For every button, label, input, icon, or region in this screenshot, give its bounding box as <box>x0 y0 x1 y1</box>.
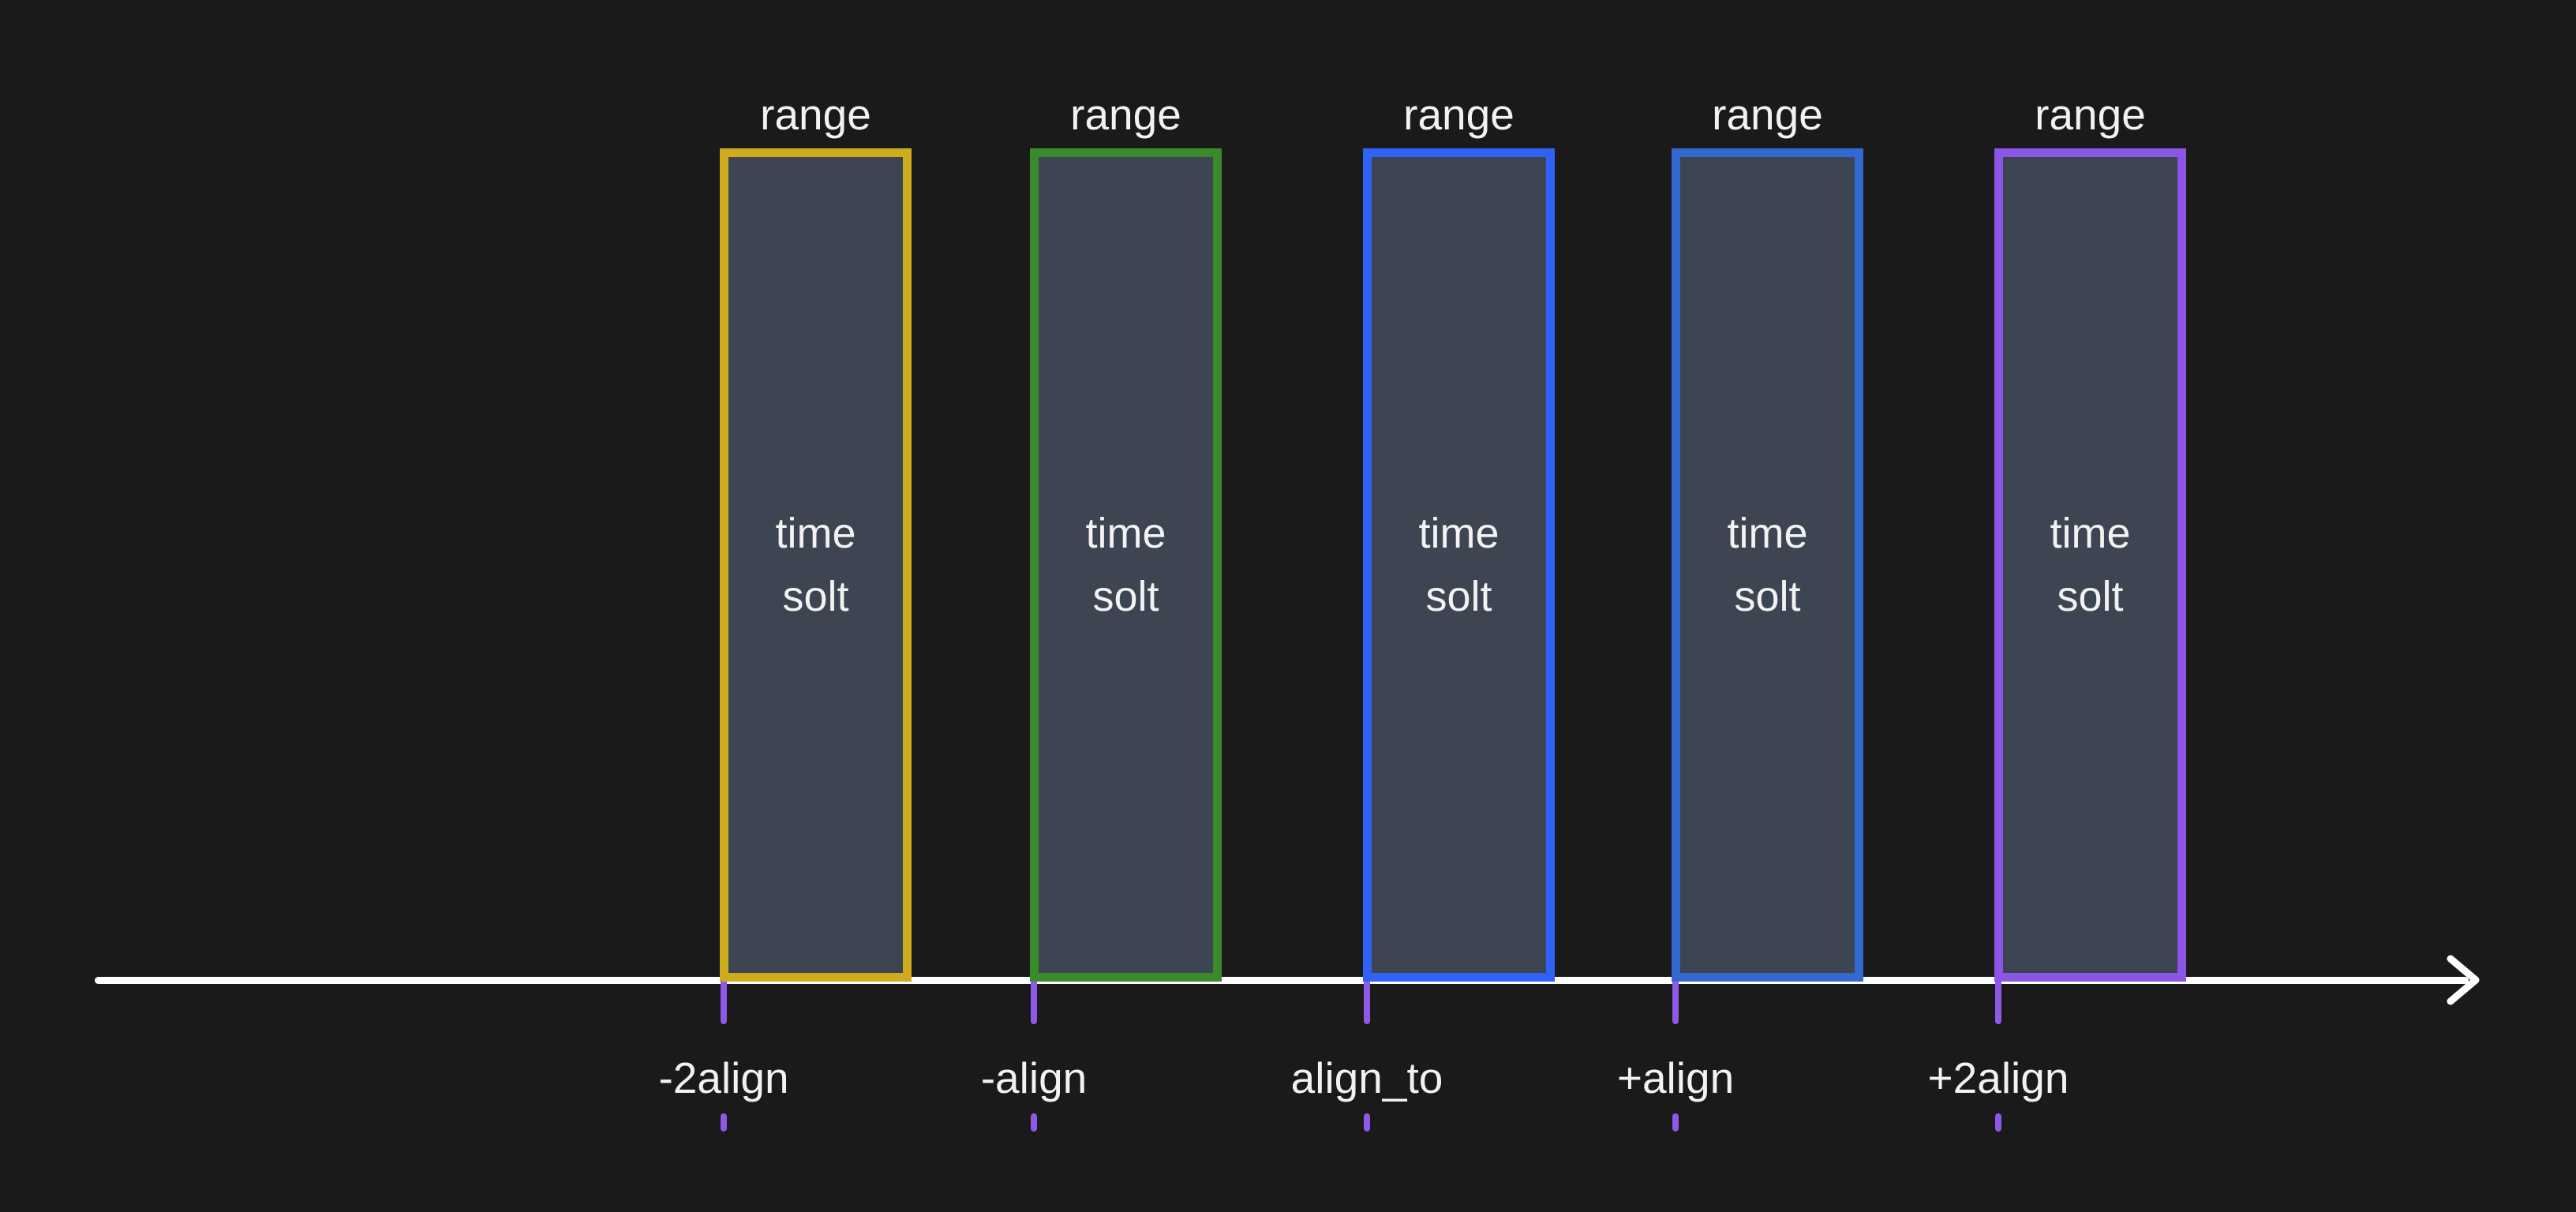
tick-label: +align <box>1616 1053 1735 1102</box>
time-slot-text-line1: time <box>2050 510 2131 557</box>
time-slot-text: time solt <box>1418 502 1499 628</box>
time-slot-text-line1: time <box>1418 510 1500 557</box>
time-slot-text-line2: solt <box>1092 573 1159 620</box>
time-slot-box: time solt <box>1672 148 1863 982</box>
tick-label: -2align <box>658 1053 789 1102</box>
range-label: range <box>2035 90 2146 139</box>
right-arrow-icon <box>2447 955 2480 1005</box>
time-slot-text-line2: solt <box>1734 573 1801 620</box>
time-slot-text-line2: solt <box>2057 573 2124 620</box>
time-slot-box: time solt <box>1030 148 1222 982</box>
time-slot-box: time solt <box>720 148 912 982</box>
tick-label: -align <box>980 1053 1088 1102</box>
time-slot-text: time solt <box>2050 502 2130 628</box>
tick-dash <box>1031 1113 1037 1132</box>
time-slot-text: time solt <box>1727 502 1807 628</box>
tick-dash <box>1364 1113 1370 1132</box>
tick-label: +2align <box>1927 1053 2069 1102</box>
tick-dash <box>721 1113 727 1132</box>
range-label: range <box>1070 90 1181 139</box>
time-slot-text-line1: time <box>1727 510 1808 557</box>
time-slot-text-line1: time <box>775 510 856 557</box>
timeline-axis <box>95 977 2469 984</box>
tick-dash <box>1672 1113 1679 1132</box>
tick-label: align_to <box>1290 1053 1443 1102</box>
range-label: range <box>760 90 871 139</box>
tick-dash <box>1995 1113 2001 1132</box>
time-slot-text-line2: solt <box>782 573 849 620</box>
time-slot-text-line1: time <box>1085 510 1166 557</box>
time-slot-box: time solt <box>1363 148 1555 982</box>
time-slot-text: time solt <box>1085 502 1166 628</box>
time-slot-text: time solt <box>775 502 856 628</box>
time-slot-text-line2: solt <box>1425 573 1492 620</box>
range-label: range <box>1403 90 1515 139</box>
time-slot-box: time solt <box>1994 148 2186 982</box>
range-label: range <box>1712 90 1823 139</box>
